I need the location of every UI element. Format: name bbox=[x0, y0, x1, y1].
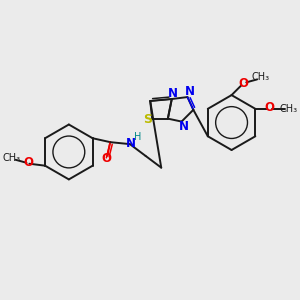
Text: CH₃: CH₃ bbox=[280, 104, 298, 114]
Text: O: O bbox=[264, 101, 274, 114]
Text: S: S bbox=[143, 113, 152, 126]
Text: N: N bbox=[126, 136, 136, 150]
Text: O: O bbox=[23, 156, 33, 169]
Text: N: N bbox=[178, 120, 188, 133]
Text: CH₃: CH₃ bbox=[252, 73, 270, 82]
Text: N: N bbox=[184, 85, 194, 98]
Text: O: O bbox=[101, 152, 111, 165]
Text: N: N bbox=[168, 87, 178, 100]
Text: H: H bbox=[134, 132, 141, 142]
Text: O: O bbox=[238, 77, 248, 90]
Text: CH₃: CH₃ bbox=[3, 153, 21, 163]
